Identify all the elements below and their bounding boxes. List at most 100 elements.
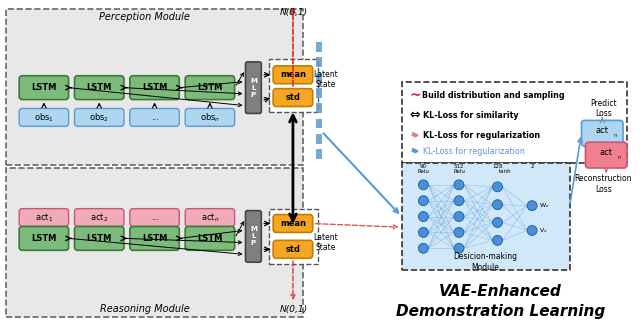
Text: Perception Module: Perception Module xyxy=(99,12,190,22)
Text: Reasoning Module: Reasoning Module xyxy=(100,304,189,314)
Circle shape xyxy=(527,225,537,235)
FancyBboxPatch shape xyxy=(246,211,261,262)
Text: std: std xyxy=(285,93,300,102)
Circle shape xyxy=(493,217,502,227)
Text: 128: 128 xyxy=(492,164,503,169)
Circle shape xyxy=(454,212,464,221)
Text: Reconstruction
Loss: Reconstruction Loss xyxy=(575,174,632,194)
Text: LSTM: LSTM xyxy=(197,83,223,92)
Text: W$_z$: W$_z$ xyxy=(539,201,550,210)
Text: VAE-Enhanced: VAE-Enhanced xyxy=(439,284,562,300)
FancyBboxPatch shape xyxy=(130,76,179,100)
FancyBboxPatch shape xyxy=(185,226,235,250)
Text: Predict
Loss: Predict Loss xyxy=(590,99,616,118)
Text: Desicion-making
Module: Desicion-making Module xyxy=(454,253,518,272)
Circle shape xyxy=(493,200,502,210)
Text: ~: ~ xyxy=(410,89,421,103)
Bar xyxy=(316,149,321,159)
Text: KL-Loss for similarity: KL-Loss for similarity xyxy=(424,111,519,120)
FancyBboxPatch shape xyxy=(19,109,68,126)
Bar xyxy=(316,88,321,98)
Circle shape xyxy=(493,235,502,245)
FancyBboxPatch shape xyxy=(74,226,124,250)
Circle shape xyxy=(454,243,464,253)
Text: mean: mean xyxy=(280,70,306,79)
Text: act: act xyxy=(600,148,612,157)
FancyBboxPatch shape xyxy=(185,76,235,100)
Text: obs$_1$: obs$_1$ xyxy=(34,111,54,124)
Circle shape xyxy=(493,182,502,192)
Text: ...: ... xyxy=(150,113,159,122)
FancyBboxPatch shape xyxy=(246,62,261,114)
Text: LSTM: LSTM xyxy=(31,234,56,243)
Text: 90: 90 xyxy=(420,164,427,169)
Text: LSTM: LSTM xyxy=(197,234,223,243)
FancyBboxPatch shape xyxy=(130,209,179,226)
Circle shape xyxy=(419,212,428,221)
FancyBboxPatch shape xyxy=(130,109,179,126)
Text: V$_x$: V$_x$ xyxy=(539,226,548,235)
Text: LSTM: LSTM xyxy=(31,83,56,92)
Text: std: std xyxy=(285,245,300,254)
Bar xyxy=(316,118,321,128)
Text: act$_1$: act$_1$ xyxy=(35,211,53,224)
FancyBboxPatch shape xyxy=(586,142,627,168)
Text: M
L
P: M L P xyxy=(250,78,257,98)
Circle shape xyxy=(419,180,428,190)
Text: $_n$: $_n$ xyxy=(613,133,618,140)
Text: obs$_2$: obs$_2$ xyxy=(89,111,109,124)
Text: Latent
State: Latent State xyxy=(313,70,338,89)
FancyBboxPatch shape xyxy=(19,209,68,226)
Circle shape xyxy=(419,196,428,206)
Text: Build distribution and sampling: Build distribution and sampling xyxy=(422,91,565,100)
Text: ⇔: ⇔ xyxy=(410,109,420,122)
Bar xyxy=(6,168,303,317)
Text: tanh: tanh xyxy=(499,169,512,174)
Bar xyxy=(6,9,303,165)
FancyBboxPatch shape xyxy=(273,89,313,107)
FancyBboxPatch shape xyxy=(74,76,124,100)
Text: LSTM: LSTM xyxy=(142,234,167,243)
Text: LSTM: LSTM xyxy=(86,83,112,92)
Circle shape xyxy=(419,227,428,237)
Text: mean: mean xyxy=(280,219,306,228)
Text: act: act xyxy=(596,126,609,135)
Text: $_n$: $_n$ xyxy=(617,155,622,162)
Text: Relu: Relu xyxy=(453,169,465,174)
Circle shape xyxy=(419,243,428,253)
Text: Latent
State: Latent State xyxy=(313,233,338,252)
Bar xyxy=(402,163,570,270)
Text: ...: ... xyxy=(150,213,159,222)
FancyBboxPatch shape xyxy=(273,214,313,232)
Circle shape xyxy=(454,180,464,190)
Text: act$_n$: act$_n$ xyxy=(201,211,219,224)
Text: LSTM: LSTM xyxy=(86,234,112,243)
FancyBboxPatch shape xyxy=(19,76,68,100)
Text: act$_2$: act$_2$ xyxy=(90,211,108,224)
Bar xyxy=(402,82,627,163)
Circle shape xyxy=(454,227,464,237)
FancyBboxPatch shape xyxy=(74,209,124,226)
FancyBboxPatch shape xyxy=(19,226,68,250)
Text: N(0,1): N(0,1) xyxy=(280,8,308,17)
Circle shape xyxy=(454,196,464,206)
Text: 512: 512 xyxy=(454,164,464,169)
Text: KL-Loss for regularization: KL-Loss for regularization xyxy=(424,131,541,140)
Bar xyxy=(316,57,321,67)
FancyBboxPatch shape xyxy=(273,66,313,84)
Bar xyxy=(316,134,321,144)
FancyBboxPatch shape xyxy=(185,109,235,126)
FancyBboxPatch shape xyxy=(582,120,623,146)
FancyBboxPatch shape xyxy=(273,240,313,258)
Text: 2: 2 xyxy=(531,164,534,169)
Text: LSTM: LSTM xyxy=(142,83,167,92)
Bar xyxy=(316,42,321,52)
FancyBboxPatch shape xyxy=(130,226,179,250)
Text: KL-Loss for regularization: KL-Loss for regularization xyxy=(424,147,525,156)
Text: N(0,1): N(0,1) xyxy=(280,305,308,314)
Text: obs$_n$: obs$_n$ xyxy=(200,111,220,124)
Bar xyxy=(316,72,321,82)
Text: Relu: Relu xyxy=(417,169,429,174)
Text: Demonstration Learning: Demonstration Learning xyxy=(396,304,605,319)
Bar xyxy=(316,103,321,113)
